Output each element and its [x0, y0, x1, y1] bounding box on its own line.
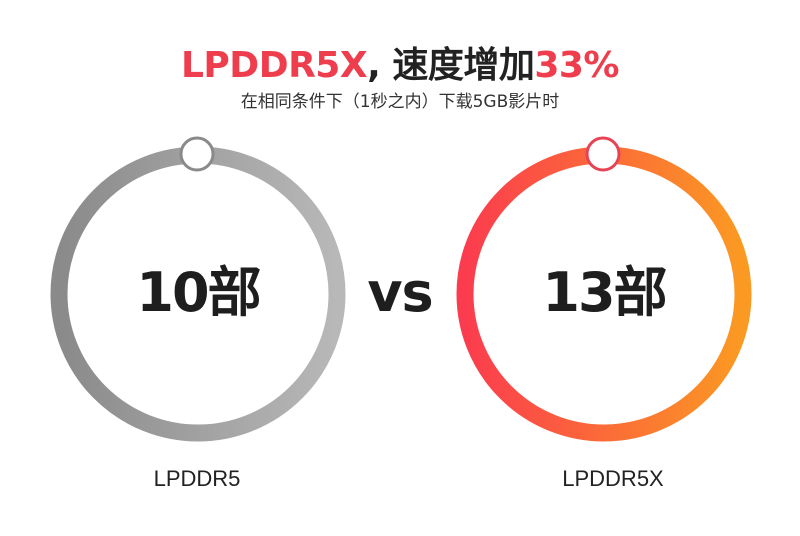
- vs-label: vs: [367, 261, 433, 324]
- title-product: LPDDR5X: [180, 45, 368, 86]
- left-ring: [50, 136, 346, 442]
- title-text: , 速度增加: [367, 45, 535, 86]
- right-ring-knob-icon: [585, 136, 621, 172]
- right-ring: [456, 136, 752, 442]
- page-title: LPDDR5X, 速度增加33%: [0, 44, 800, 88]
- left-label: LPDDR5: [153, 466, 241, 491]
- title-percentage: 33%: [534, 45, 619, 86]
- right-label: LPDDR5X: [562, 466, 664, 491]
- left-ring-knob-icon: [179, 136, 215, 172]
- page-subtitle: 在相同条件下（1秒之内）下载5GB影片时: [240, 92, 560, 112]
- left-value: 10部: [136, 261, 261, 324]
- right-value: 13部: [542, 261, 667, 324]
